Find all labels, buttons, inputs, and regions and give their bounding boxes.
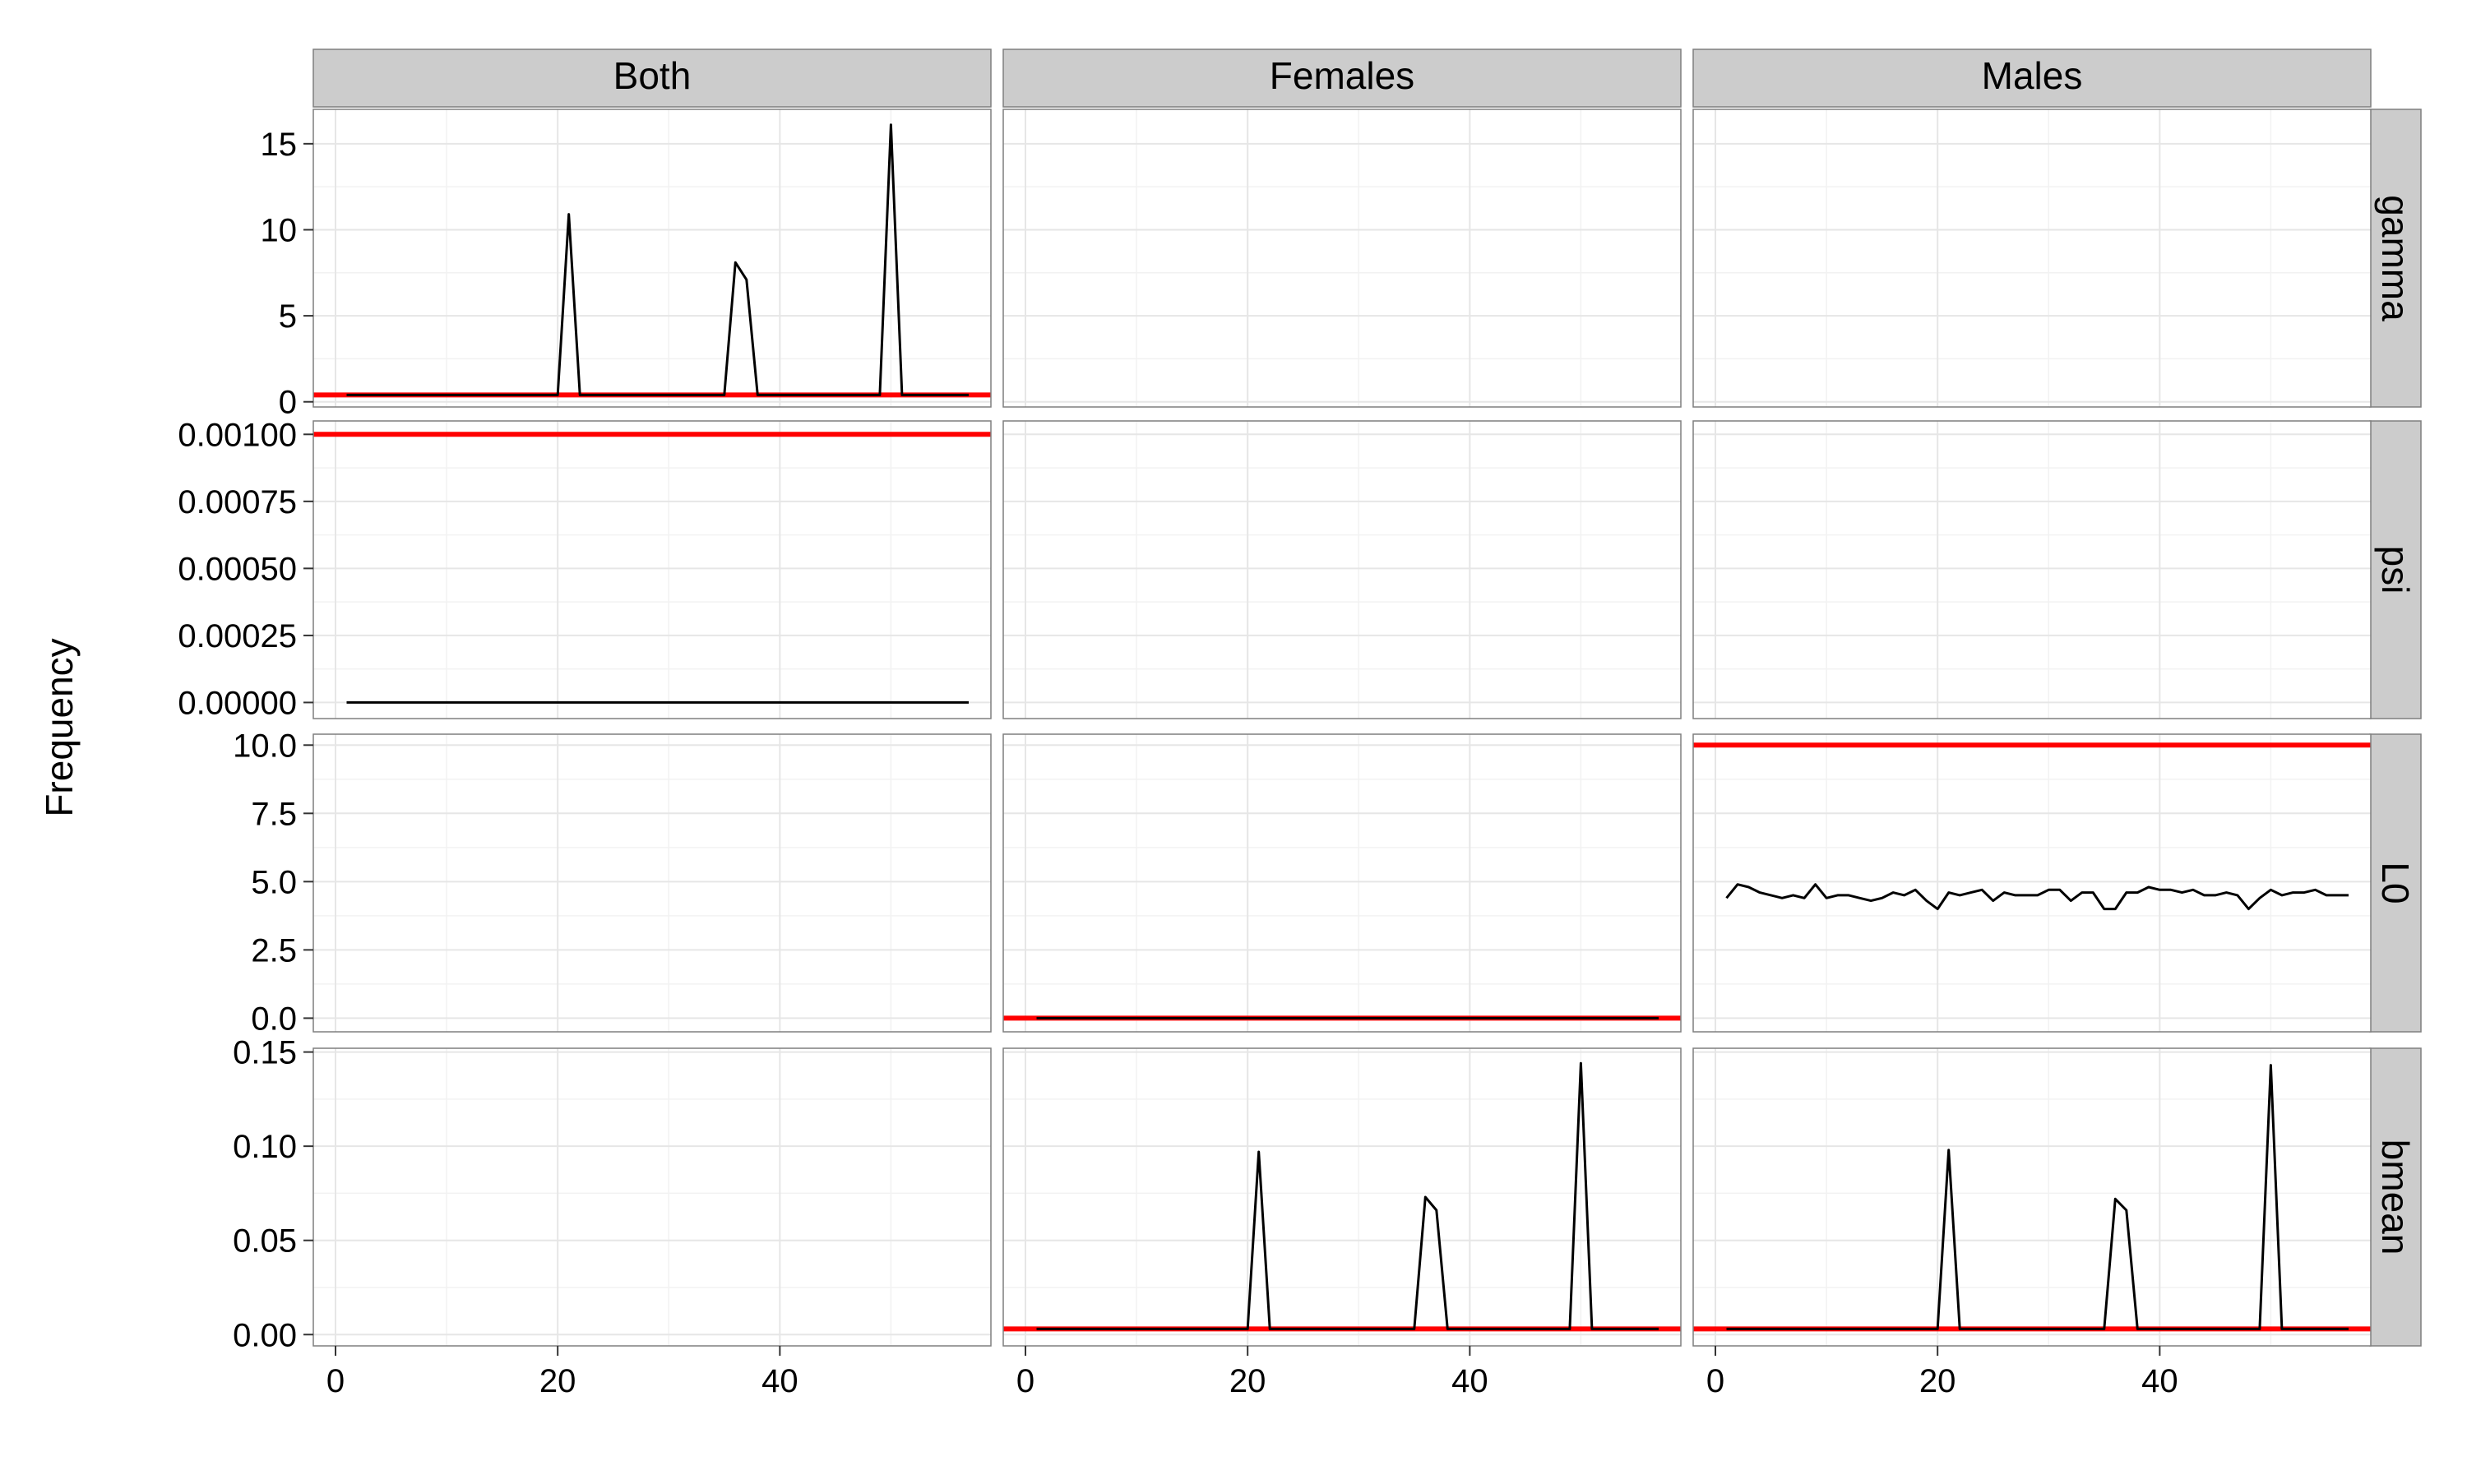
x-tick-label: 0 [1016,1363,1034,1399]
x-tick-label: 20 [1229,1363,1266,1399]
column-strip-males [1692,49,2372,108]
y-tick-label: 0.00050 [178,551,297,587]
panel-psi-females [1002,420,1682,719]
panel-gamma-females [1002,109,1682,408]
panel-background [1693,1048,2371,1346]
panel-bmean-females [1002,1047,1682,1347]
panel-border [1692,733,2372,1033]
panel-background [1693,109,2371,407]
x-tick-label: 0 [326,1363,345,1399]
series-line [1725,883,2349,911]
panel-border [312,733,992,1033]
x-tick-label: 20 [539,1363,576,1399]
column-strip-females [1002,49,1682,108]
row-strip-l0 [2369,733,2422,1033]
row-strip-gamma [2369,109,2422,408]
column-strip-label: Males [1982,54,2083,97]
panel-l0-both [312,733,992,1033]
panel-border [1002,733,1682,1033]
panel-border [1002,1047,1682,1347]
y-tick-label: 15 [261,127,298,163]
panel-background [1003,109,1681,407]
column-strip-label: Females [1270,54,1414,97]
y-tick-label: 0.15 [233,1035,297,1071]
panel-bmean-both [312,1047,992,1347]
y-tick-label: 0.00000 [178,685,297,721]
panel-border [1692,1047,2372,1347]
panel-background [1003,421,1681,719]
panel-gamma-both [312,109,992,408]
y-tick-label: 7.5 [251,796,297,832]
x-tick-label: 0 [1706,1363,1724,1399]
y-tick-label: 5 [279,298,297,335]
y-tick-label: 10 [261,212,298,248]
panel-gamma-males [1692,109,2372,408]
panel-border [1002,420,1682,719]
panel-bmean-males [1692,1047,2372,1347]
column-strip-label: Both [613,54,692,97]
panel-background [313,421,991,719]
panel-border [1692,420,2372,719]
x-tick-label: 40 [761,1363,798,1399]
column-strip-both [312,49,992,108]
y-tick-label: 0.00100 [178,417,297,453]
row-strip-label: psi [2374,546,2417,594]
series-line [1036,1061,1659,1330]
row-strip-label: gamma [2374,195,2417,321]
y-tick-label: 0 [279,385,297,421]
x-tick-label: 40 [2141,1363,2178,1399]
panel-psi-both [312,420,992,719]
panel-l0-females [1002,733,1682,1033]
series-line [346,123,969,396]
panel-background [313,1048,991,1346]
panel-background [1693,734,2371,1032]
panel-border [312,1047,992,1347]
row-strip-label: bmean [2374,1140,2417,1255]
panel-l0-males [1692,733,2372,1033]
panel-border [312,109,992,408]
x-tick-label: 20 [1919,1363,1956,1399]
panel-background [1693,421,2371,719]
y-tick-label: 10.0 [233,728,297,764]
row-strip-label: L0 [2374,862,2417,904]
y-tick-label: 0.00025 [178,618,297,654]
row-strip-psi [2369,420,2422,719]
y-tick-label: 0.00 [233,1317,297,1353]
row-strip-bmean [2369,1047,2422,1347]
y-tick-label: 0.00075 [178,484,297,520]
y-tick-label: 0.0 [251,1001,297,1037]
panel-background [1003,1048,1681,1346]
panel-background [1003,734,1681,1032]
panel-psi-males [1692,420,2372,719]
panel-border [1692,109,2372,408]
x-tick-label: 40 [1451,1363,1488,1399]
series-line [1726,1064,2349,1330]
panel-border [1002,109,1682,408]
y-tick-label: 5.0 [251,864,297,900]
panel-border [312,420,992,719]
y-tick-label: 2.5 [251,932,297,969]
y-axis-title: Frequency [38,638,81,816]
panel-background [313,109,991,407]
y-tick-label: 0.10 [233,1129,297,1165]
y-tick-label: 0.05 [233,1223,297,1260]
panel-background [313,734,991,1032]
